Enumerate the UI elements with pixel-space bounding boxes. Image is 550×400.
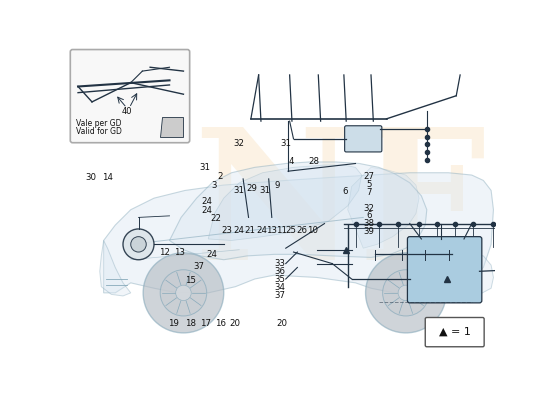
Text: 36: 36	[274, 267, 285, 276]
Text: 31: 31	[234, 186, 245, 195]
Text: 33: 33	[274, 259, 285, 268]
Circle shape	[123, 229, 154, 260]
Text: 7: 7	[366, 188, 372, 197]
Text: 6: 6	[366, 211, 372, 220]
Text: 13: 13	[266, 226, 277, 235]
Text: 32: 32	[234, 139, 245, 148]
Text: 26: 26	[297, 226, 308, 235]
Circle shape	[175, 285, 191, 300]
Text: 24: 24	[206, 250, 217, 260]
Text: 28: 28	[309, 158, 320, 166]
Text: 39: 39	[364, 227, 375, 236]
Text: 24: 24	[256, 226, 267, 235]
FancyBboxPatch shape	[70, 50, 190, 143]
Text: 35: 35	[274, 274, 285, 284]
Circle shape	[131, 237, 146, 252]
Text: 23: 23	[221, 226, 232, 235]
Text: 29: 29	[246, 184, 257, 193]
Text: 31: 31	[200, 163, 211, 172]
Text: 9: 9	[274, 180, 279, 190]
Text: 14: 14	[102, 173, 113, 182]
Text: 2: 2	[217, 172, 223, 181]
Text: 30: 30	[85, 173, 96, 182]
FancyBboxPatch shape	[425, 318, 484, 347]
Text: 31: 31	[260, 186, 271, 195]
Text: 20: 20	[276, 319, 287, 328]
FancyBboxPatch shape	[345, 126, 382, 152]
Text: Vale per GD: Vale per GD	[76, 119, 122, 128]
Text: 19: 19	[168, 319, 179, 328]
Text: 20: 20	[229, 319, 240, 328]
Polygon shape	[100, 240, 131, 296]
Text: 11: 11	[276, 226, 287, 235]
Text: 12: 12	[159, 248, 170, 257]
Polygon shape	[208, 165, 362, 240]
Text: Valid for GD: Valid for GD	[76, 127, 122, 136]
Circle shape	[143, 253, 224, 333]
Text: 22: 22	[210, 214, 221, 224]
Circle shape	[366, 253, 446, 333]
FancyBboxPatch shape	[408, 237, 482, 303]
Circle shape	[383, 270, 429, 316]
Text: 34: 34	[274, 283, 285, 292]
Text: 31: 31	[280, 139, 292, 148]
Polygon shape	[160, 117, 184, 136]
Circle shape	[398, 285, 414, 300]
Text: 4: 4	[289, 158, 294, 166]
Polygon shape	[103, 173, 493, 293]
Text: 37: 37	[274, 292, 285, 300]
Text: 27: 27	[364, 172, 375, 181]
Text: 5: 5	[366, 180, 372, 189]
Text: 40: 40	[122, 107, 132, 116]
Circle shape	[160, 270, 207, 316]
Text: 24: 24	[202, 198, 213, 206]
Text: 37: 37	[193, 262, 204, 271]
Text: 6: 6	[342, 187, 348, 196]
Polygon shape	[348, 167, 419, 248]
Text: 10: 10	[307, 226, 318, 235]
Text: 3: 3	[211, 180, 217, 190]
Polygon shape	[169, 162, 427, 260]
Text: 17: 17	[201, 319, 212, 328]
Text: NF: NF	[194, 122, 487, 298]
Text: 18: 18	[185, 319, 196, 328]
Text: 25: 25	[286, 226, 297, 235]
Text: 24: 24	[234, 226, 245, 235]
Text: 38: 38	[364, 219, 375, 228]
Text: 13: 13	[174, 248, 185, 257]
Text: 15: 15	[185, 276, 196, 285]
Text: ▲ = 1: ▲ = 1	[439, 327, 471, 337]
Text: 32: 32	[364, 204, 375, 213]
Text: 16: 16	[214, 319, 225, 328]
Polygon shape	[450, 254, 493, 294]
Text: 21: 21	[244, 226, 255, 235]
Text: 24: 24	[202, 206, 213, 215]
